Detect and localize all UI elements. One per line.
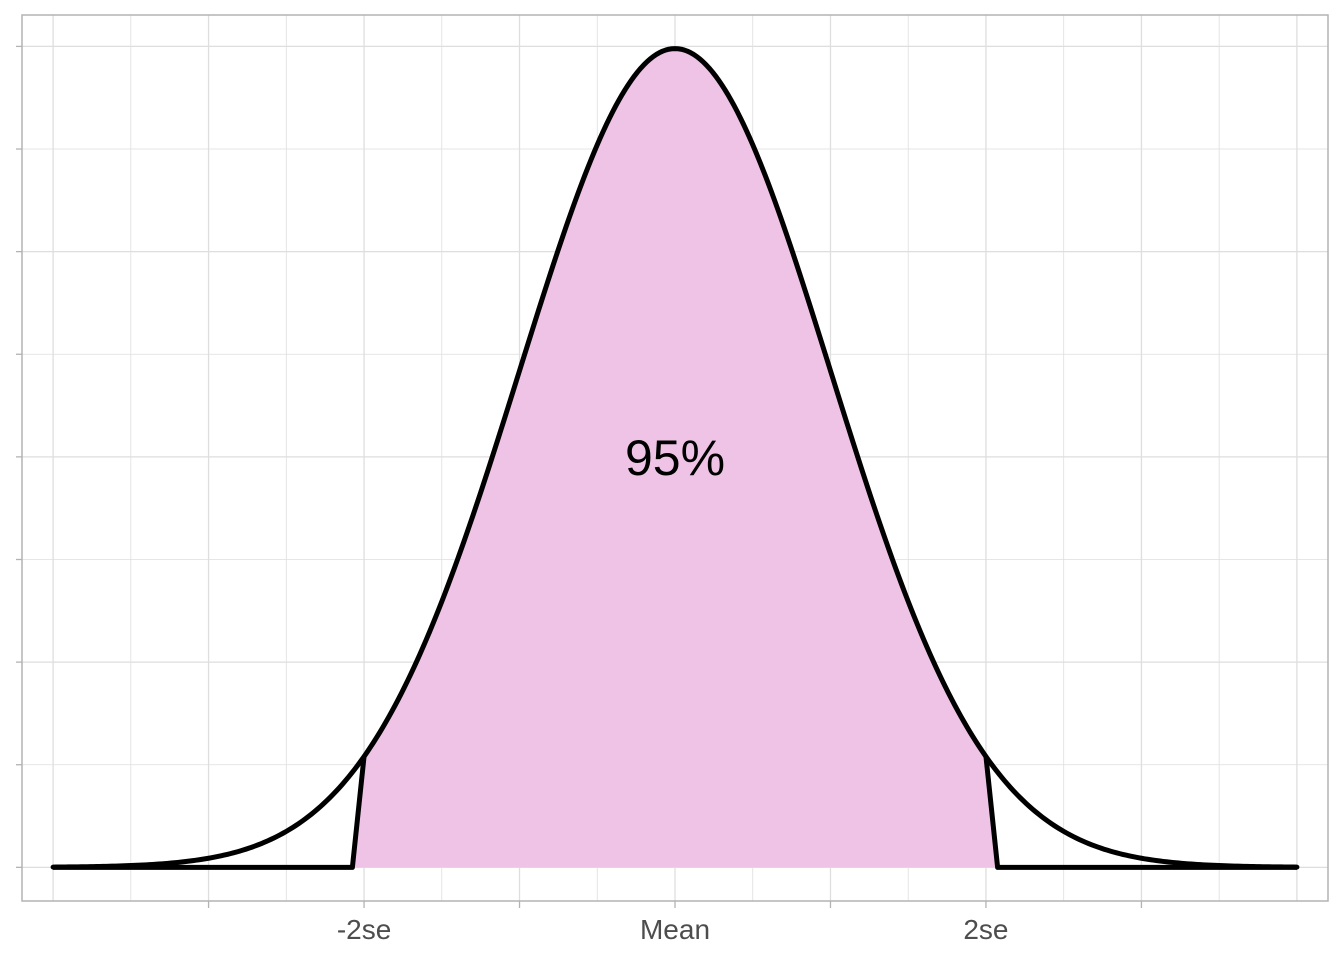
x-tick-label: -2se <box>337 914 391 945</box>
shaded-region-outline <box>53 756 1297 870</box>
annotation-95-percent: 95% <box>625 430 725 486</box>
density-curve <box>50 46 1300 870</box>
shaded-region-95 <box>352 48 998 868</box>
x-tick-label: Mean <box>640 914 710 945</box>
x-tick-label: 2se <box>963 914 1008 945</box>
x-axis: -2se Mean 2se <box>16 45 1143 945</box>
